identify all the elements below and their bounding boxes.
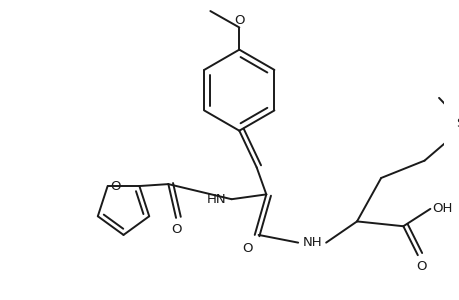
Text: O: O bbox=[234, 14, 244, 27]
Text: O: O bbox=[241, 242, 252, 255]
Text: S: S bbox=[455, 117, 459, 130]
Text: O: O bbox=[415, 260, 426, 273]
Text: O: O bbox=[110, 179, 120, 193]
Text: OH: OH bbox=[431, 202, 451, 215]
Text: HN: HN bbox=[206, 193, 225, 206]
Text: O: O bbox=[170, 223, 181, 236]
Text: NH: NH bbox=[302, 236, 322, 249]
